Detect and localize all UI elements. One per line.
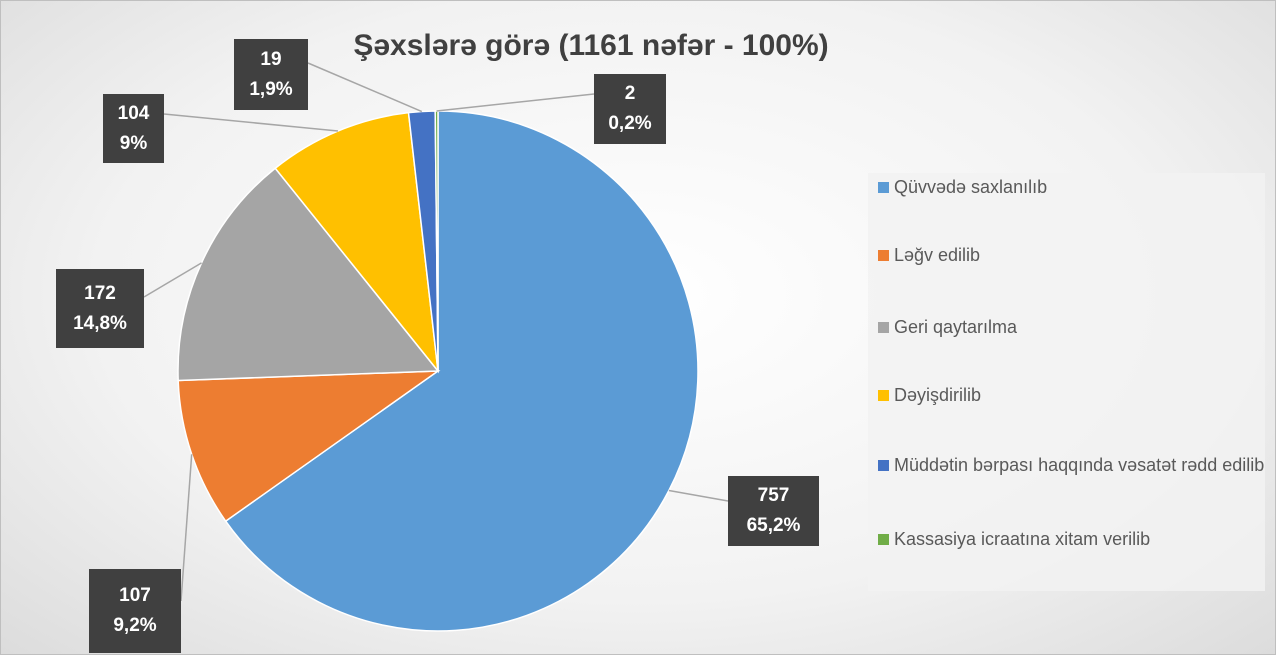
pie-slice xyxy=(177,167,440,382)
legend: Qüvvədə saxlanılıb Ləğv edilib Geri qaytar… xyxy=(868,173,1265,591)
data-label-count: 107 xyxy=(119,585,151,606)
leader-line xyxy=(307,62,423,113)
data-label-percent: 14,8% xyxy=(73,312,127,334)
pie-slice xyxy=(274,111,440,374)
legend-swatch xyxy=(878,250,889,261)
leader-line xyxy=(668,489,729,502)
pie-slice xyxy=(224,110,699,632)
data-label: 172 14,8% xyxy=(56,269,144,348)
data-label: 19 1,9% xyxy=(234,39,308,110)
data-label-percent: 0,2% xyxy=(608,113,652,134)
leader-line xyxy=(180,454,193,602)
data-label-count: 757 xyxy=(757,485,790,506)
data-label-count: 104 xyxy=(117,102,150,124)
data-label-percent: 9% xyxy=(119,132,148,154)
legend-swatch xyxy=(878,390,889,401)
legend-label: Müddətin bərpası haqqında vəsatət rədd e… xyxy=(894,455,1265,475)
legend-item: Geri qaytarılma xyxy=(878,313,1274,341)
legend-label: Ləğv edilib xyxy=(894,245,981,265)
legend-swatch xyxy=(878,182,889,193)
data-label: 104 9% xyxy=(103,94,164,163)
legend-item: Kassasiya icraatına xitam verilib xyxy=(878,525,1274,553)
data-label-count: 19 xyxy=(260,48,282,70)
data-label: 757 65,2% xyxy=(728,476,819,546)
data-label: 2 0,2% xyxy=(594,74,666,144)
data-label-percent: 9,2% xyxy=(113,615,157,636)
leader-line xyxy=(163,113,339,132)
legend-swatch xyxy=(878,534,889,545)
legend-swatch xyxy=(878,322,889,333)
legend-item: Dəyişdirilib xyxy=(878,381,1274,409)
legend-item: Müddətin bərpası haqqında vəsatət rədd e… xyxy=(878,451,1274,479)
chart-title: Şəxslərə görə (1161 nəfər - 100%) xyxy=(353,29,829,62)
data-label: 107 9,2% xyxy=(89,569,181,653)
legend-label: Dəyişdirilib xyxy=(894,385,982,405)
legend-item: Ləğv edilib xyxy=(878,241,1274,269)
leader-line xyxy=(436,93,595,112)
legend-swatch xyxy=(878,460,889,471)
data-label-percent: 1,9% xyxy=(249,78,293,100)
data-label-count: 2 xyxy=(624,83,636,104)
leader-line xyxy=(143,262,202,298)
legend-label: Geri qaytarılma xyxy=(894,317,1018,337)
data-label-percent: 65,2% xyxy=(746,515,801,536)
legend-label: Kassasiya icraatına xitam verilib xyxy=(894,529,1151,549)
legend-item: Qüvvədə saxlanılıb xyxy=(878,173,1274,201)
data-label-count: 172 xyxy=(84,282,116,304)
legend-label: Qüvvədə saxlanılıb xyxy=(894,177,1048,197)
